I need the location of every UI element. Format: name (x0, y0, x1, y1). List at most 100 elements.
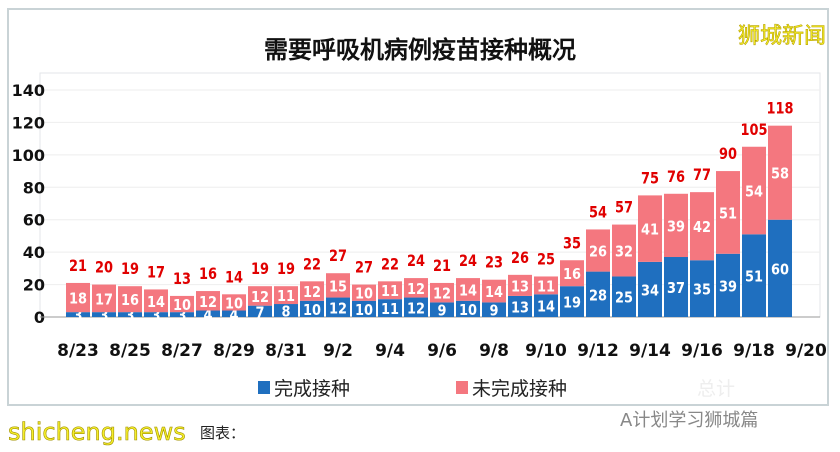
bar-segment-completed (508, 295, 532, 317)
bar-segment-incomplete (170, 295, 194, 313)
bar-segment-completed (326, 297, 350, 317)
bar-segment-incomplete (222, 294, 246, 311)
bar-data-label: 14 (485, 283, 503, 301)
bar-segment-incomplete (560, 260, 584, 287)
x-tick-label: 9/6 (427, 341, 457, 361)
bar-segment-completed (768, 219, 792, 317)
total-label: 27 (355, 258, 373, 277)
bar-segment-completed (352, 300, 376, 317)
bar-segment-incomplete (508, 274, 532, 296)
bar-segment-incomplete (404, 278, 428, 298)
total-label: 23 (485, 253, 503, 272)
brand-logo: 狮城新闻 (737, 24, 827, 50)
bar-data-label: 54 (745, 183, 763, 201)
x-tick-label: 8/31 (265, 341, 307, 361)
total-label: 76 (667, 167, 685, 186)
bar-data-label: 12 (329, 299, 347, 317)
total-label: 77 (693, 165, 711, 184)
bar-segment-completed (144, 312, 168, 317)
bar-segment-incomplete (274, 286, 298, 305)
bar-data-label: 34 (641, 281, 659, 299)
bar-segment-completed (92, 312, 116, 317)
bar-data-label: 12 (303, 283, 321, 301)
bar-segment-incomplete (742, 146, 766, 235)
bar-segment-incomplete (196, 291, 220, 311)
bar-segment-completed (378, 299, 402, 317)
site-watermark: shicheng.news (8, 418, 186, 447)
bar-segment-incomplete (768, 125, 792, 220)
x-tick-label: 8/27 (161, 341, 203, 361)
bar-data-label: 32 (615, 243, 633, 261)
bar-segment-incomplete (300, 281, 324, 301)
total-label: 14 (225, 267, 243, 286)
y-tick-label: 120 (12, 113, 45, 132)
bar-segment-incomplete (248, 286, 272, 306)
x-tick-label: 9/18 (733, 341, 775, 361)
total-label: 75 (641, 168, 659, 187)
bar-data-label: 58 (771, 165, 789, 183)
legend-item-incomplete: 未完成接种 (456, 374, 567, 401)
x-tick-label: 9/4 (375, 341, 405, 361)
total-label: 20 (95, 258, 113, 277)
bar-segment-completed (638, 261, 662, 317)
bar-data-label: 3 (100, 307, 109, 325)
total-label: 19 (121, 259, 139, 278)
bar-data-label: 10 (459, 301, 477, 319)
x-tick-label: 9/16 (681, 341, 723, 361)
total-label: 13 (173, 269, 191, 288)
bar-segment-incomplete (144, 289, 168, 313)
bar-data-label: 9 (438, 302, 447, 320)
bar-data-label: 17 (95, 290, 113, 308)
y-tick-label: 0 (34, 308, 45, 327)
bar-data-label: 39 (719, 277, 737, 295)
legend-label: 总计 (697, 378, 736, 400)
bar-data-label: 28 (589, 286, 607, 304)
legend-item-total: 总计 (697, 374, 735, 401)
total-label: 25 (537, 249, 555, 268)
legend-label: 完成接种 (274, 378, 351, 400)
bar-data-label: 12 (433, 285, 451, 303)
legend-label: 未完成接种 (472, 378, 568, 400)
y-tick-label: 60 (23, 211, 45, 230)
bar-segment-incomplete (586, 229, 610, 272)
bar-data-label: 13 (511, 277, 529, 295)
bar-data-label: 14 (537, 298, 555, 316)
bar-data-label: 14 (459, 281, 477, 299)
bar-segment-completed (274, 304, 298, 317)
bar-data-label: 41 (641, 221, 659, 239)
bar-segment-completed (664, 257, 688, 317)
y-tick-label: 20 (23, 276, 45, 295)
bar-data-label: 4 (204, 306, 213, 324)
bar-data-label: 10 (355, 285, 373, 303)
bar-data-label: 11 (277, 287, 295, 305)
bar-data-label: 10 (173, 296, 191, 314)
bar-data-label: 3 (74, 307, 83, 325)
y-tick-label: 100 (12, 146, 45, 165)
total-label: 118 (767, 99, 794, 118)
bar-data-label: 14 (147, 293, 165, 311)
total-label: 24 (407, 251, 425, 270)
bar-segment-incomplete (534, 276, 558, 295)
bar-data-label: 9 (490, 302, 499, 320)
bar-data-label: 60 (771, 260, 789, 278)
bar-data-label: 13 (511, 298, 529, 316)
total-label: 21 (69, 256, 87, 275)
bar-data-label: 10 (303, 301, 321, 319)
bar-segment-completed (300, 300, 324, 317)
y-tick-label: 40 (23, 243, 45, 262)
bar-segment-incomplete (378, 281, 402, 300)
x-tick-label: 9/10 (525, 341, 567, 361)
bar-data-label: 10 (355, 301, 373, 319)
bar-segment-incomplete (456, 278, 480, 301)
bar-data-label: 11 (381, 282, 399, 300)
x-tick-label: 9/2 (323, 341, 353, 361)
bar-data-label: 11 (381, 300, 399, 318)
total-label: 19 (277, 259, 295, 278)
bar-segment-completed (690, 260, 714, 317)
bar-segment-completed (196, 310, 220, 317)
total-label: 26 (511, 248, 529, 267)
bar-segment-incomplete (92, 284, 116, 313)
chart-credit: 图表： (200, 424, 246, 442)
bar-segment-incomplete (638, 195, 662, 262)
bar-data-label: 3 (178, 307, 187, 325)
